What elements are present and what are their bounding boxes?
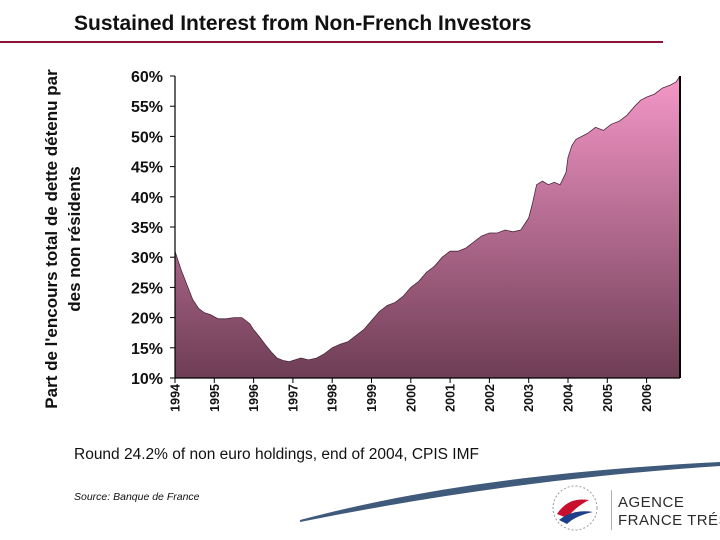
agency-name-line-2: FRANCE TRÉSOR	[618, 512, 720, 529]
x-tick-label: 2000	[404, 384, 418, 412]
title-underline	[0, 41, 663, 43]
x-tick-label: 1995	[208, 384, 222, 412]
swoosh-shape	[300, 462, 720, 522]
logo-red-wing	[557, 499, 589, 518]
footnote-prefix: Round	[74, 446, 124, 463]
y-tick-label: 25%	[131, 280, 163, 297]
x-tick-label: 1994	[169, 384, 183, 412]
agency-name-line-1: AGENCE	[618, 494, 685, 511]
x-tick-label: 2003	[522, 384, 536, 412]
x-tick-label: 2001	[444, 384, 458, 412]
x-tick-label: 2004	[561, 384, 575, 412]
y-tick-label: 15%	[131, 341, 163, 358]
footnote-value: 24.2%	[123, 446, 168, 463]
agency-name: AGENCE FRANCE TRÉSOR	[618, 494, 720, 530]
area-fill	[175, 76, 680, 378]
x-tick-label: 1996	[247, 384, 261, 412]
logo-divider	[611, 490, 612, 530]
y-tick-label: 45%	[131, 160, 163, 177]
page-title: Sustained Interest from Non-French Inves…	[74, 12, 532, 35]
logo-ring	[552, 485, 598, 531]
x-tick-label: 1999	[365, 384, 379, 412]
x-tick-label: 1998	[326, 384, 340, 412]
y-tick-label: 50%	[131, 129, 163, 146]
y-tick-label: 10%	[131, 371, 163, 388]
footnote: Round 24.2% of non euro holdings, end of…	[74, 446, 479, 464]
x-tick-label: 2005	[601, 384, 615, 412]
y-tick-label: 20%	[131, 311, 163, 328]
area-chart: 10% 15% 20% 25% 30% 35% 40% 45% 50% 55% 60% 1994 199…	[131, 69, 681, 412]
x-tick-label: 2006	[640, 384, 654, 412]
y-tick-label: 60%	[131, 69, 163, 86]
x-tick-label: 1997	[286, 384, 300, 412]
source-note: Source: Banque de France	[74, 491, 200, 503]
y-tick-label: 40%	[131, 190, 163, 207]
series-line	[174, 75, 681, 363]
logo-blue-wing	[559, 511, 593, 524]
y-tick-label: 35%	[131, 220, 163, 237]
agence-france-tresor-logo-icon	[552, 485, 598, 531]
footnote-suffix: of non euro holdings, end of 2004, CPIS …	[167, 446, 479, 463]
y-tick-label: 55%	[131, 99, 163, 116]
x-tick-label: 2002	[483, 384, 497, 412]
y-tick-label: 30%	[131, 250, 163, 267]
